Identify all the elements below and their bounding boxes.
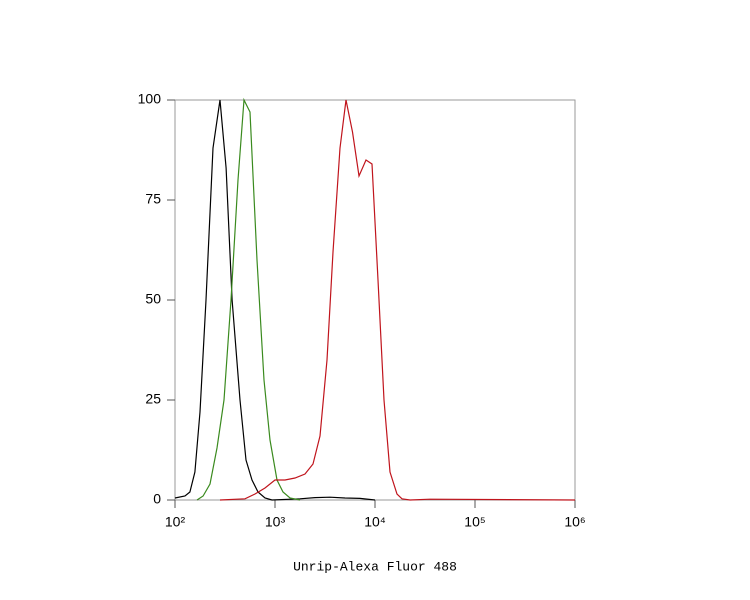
x-tick-label: 10⁵ [464, 514, 485, 530]
x-axis-label: Unrip-Alexa Fluor 488 [293, 559, 457, 574]
plot-frame [174, 99, 576, 501]
y-tick-label: 25 [145, 391, 161, 407]
x-tick-label: 10⁴ [364, 514, 386, 530]
y-tick-label: 100 [138, 91, 162, 107]
series-line [174, 99, 376, 501]
y-tick-label: 50 [145, 291, 161, 307]
y-tick-label: 75 [145, 191, 161, 207]
series-line [196, 97, 301, 501]
series-line [219, 99, 576, 501]
x-tick-label: 10⁶ [564, 514, 585, 530]
x-tick-label: 10² [165, 514, 186, 530]
y-tick-label: 0 [153, 491, 161, 507]
x-tick-label: 10³ [265, 514, 286, 530]
